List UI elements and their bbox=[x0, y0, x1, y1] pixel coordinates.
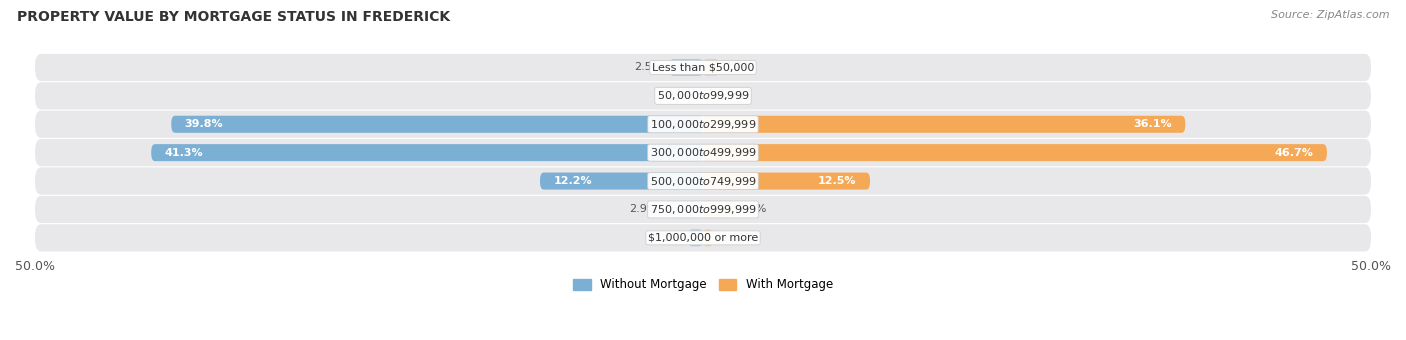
FancyBboxPatch shape bbox=[35, 139, 1371, 166]
FancyBboxPatch shape bbox=[703, 144, 1327, 161]
FancyBboxPatch shape bbox=[35, 167, 1371, 195]
Text: 0.29%: 0.29% bbox=[657, 91, 692, 101]
Text: 36.1%: 36.1% bbox=[1133, 119, 1173, 129]
Text: $100,000 to $299,999: $100,000 to $299,999 bbox=[650, 118, 756, 131]
Text: $750,000 to $999,999: $750,000 to $999,999 bbox=[650, 203, 756, 216]
FancyBboxPatch shape bbox=[35, 224, 1371, 252]
Text: 1.1%: 1.1% bbox=[654, 233, 682, 243]
Text: 12.5%: 12.5% bbox=[818, 176, 856, 186]
Legend: Without Mortgage, With Mortgage: Without Mortgage, With Mortgage bbox=[568, 274, 838, 296]
FancyBboxPatch shape bbox=[35, 82, 1371, 109]
FancyBboxPatch shape bbox=[152, 144, 703, 161]
Text: $300,000 to $499,999: $300,000 to $499,999 bbox=[650, 146, 756, 159]
FancyBboxPatch shape bbox=[35, 196, 1371, 223]
FancyBboxPatch shape bbox=[703, 59, 718, 76]
FancyBboxPatch shape bbox=[35, 110, 1371, 138]
Text: $500,000 to $749,999: $500,000 to $749,999 bbox=[650, 174, 756, 188]
Text: 2.1%: 2.1% bbox=[738, 204, 766, 215]
FancyBboxPatch shape bbox=[699, 87, 703, 104]
FancyBboxPatch shape bbox=[689, 229, 703, 246]
Text: 0.5%: 0.5% bbox=[717, 91, 745, 101]
FancyBboxPatch shape bbox=[703, 229, 714, 246]
Text: PROPERTY VALUE BY MORTGAGE STATUS IN FREDERICK: PROPERTY VALUE BY MORTGAGE STATUS IN FRE… bbox=[17, 10, 450, 24]
Text: $1,000,000 or more: $1,000,000 or more bbox=[648, 233, 758, 243]
Text: Source: ZipAtlas.com: Source: ZipAtlas.com bbox=[1271, 10, 1389, 20]
FancyBboxPatch shape bbox=[172, 116, 703, 133]
Text: 1.2%: 1.2% bbox=[725, 63, 754, 72]
FancyBboxPatch shape bbox=[703, 201, 731, 218]
FancyBboxPatch shape bbox=[669, 59, 703, 76]
Text: Less than $50,000: Less than $50,000 bbox=[652, 63, 754, 72]
Text: 46.7%: 46.7% bbox=[1275, 148, 1313, 158]
Text: $50,000 to $99,999: $50,000 to $99,999 bbox=[657, 89, 749, 102]
Text: 2.9%: 2.9% bbox=[628, 204, 658, 215]
FancyBboxPatch shape bbox=[540, 172, 703, 190]
Text: 41.3%: 41.3% bbox=[165, 148, 204, 158]
Text: 39.8%: 39.8% bbox=[184, 119, 224, 129]
FancyBboxPatch shape bbox=[703, 116, 1185, 133]
FancyBboxPatch shape bbox=[703, 172, 870, 190]
FancyBboxPatch shape bbox=[703, 87, 710, 104]
FancyBboxPatch shape bbox=[35, 54, 1371, 81]
Text: 12.2%: 12.2% bbox=[554, 176, 592, 186]
Text: 2.5%: 2.5% bbox=[634, 63, 662, 72]
Text: 0.79%: 0.79% bbox=[720, 233, 756, 243]
FancyBboxPatch shape bbox=[664, 201, 703, 218]
